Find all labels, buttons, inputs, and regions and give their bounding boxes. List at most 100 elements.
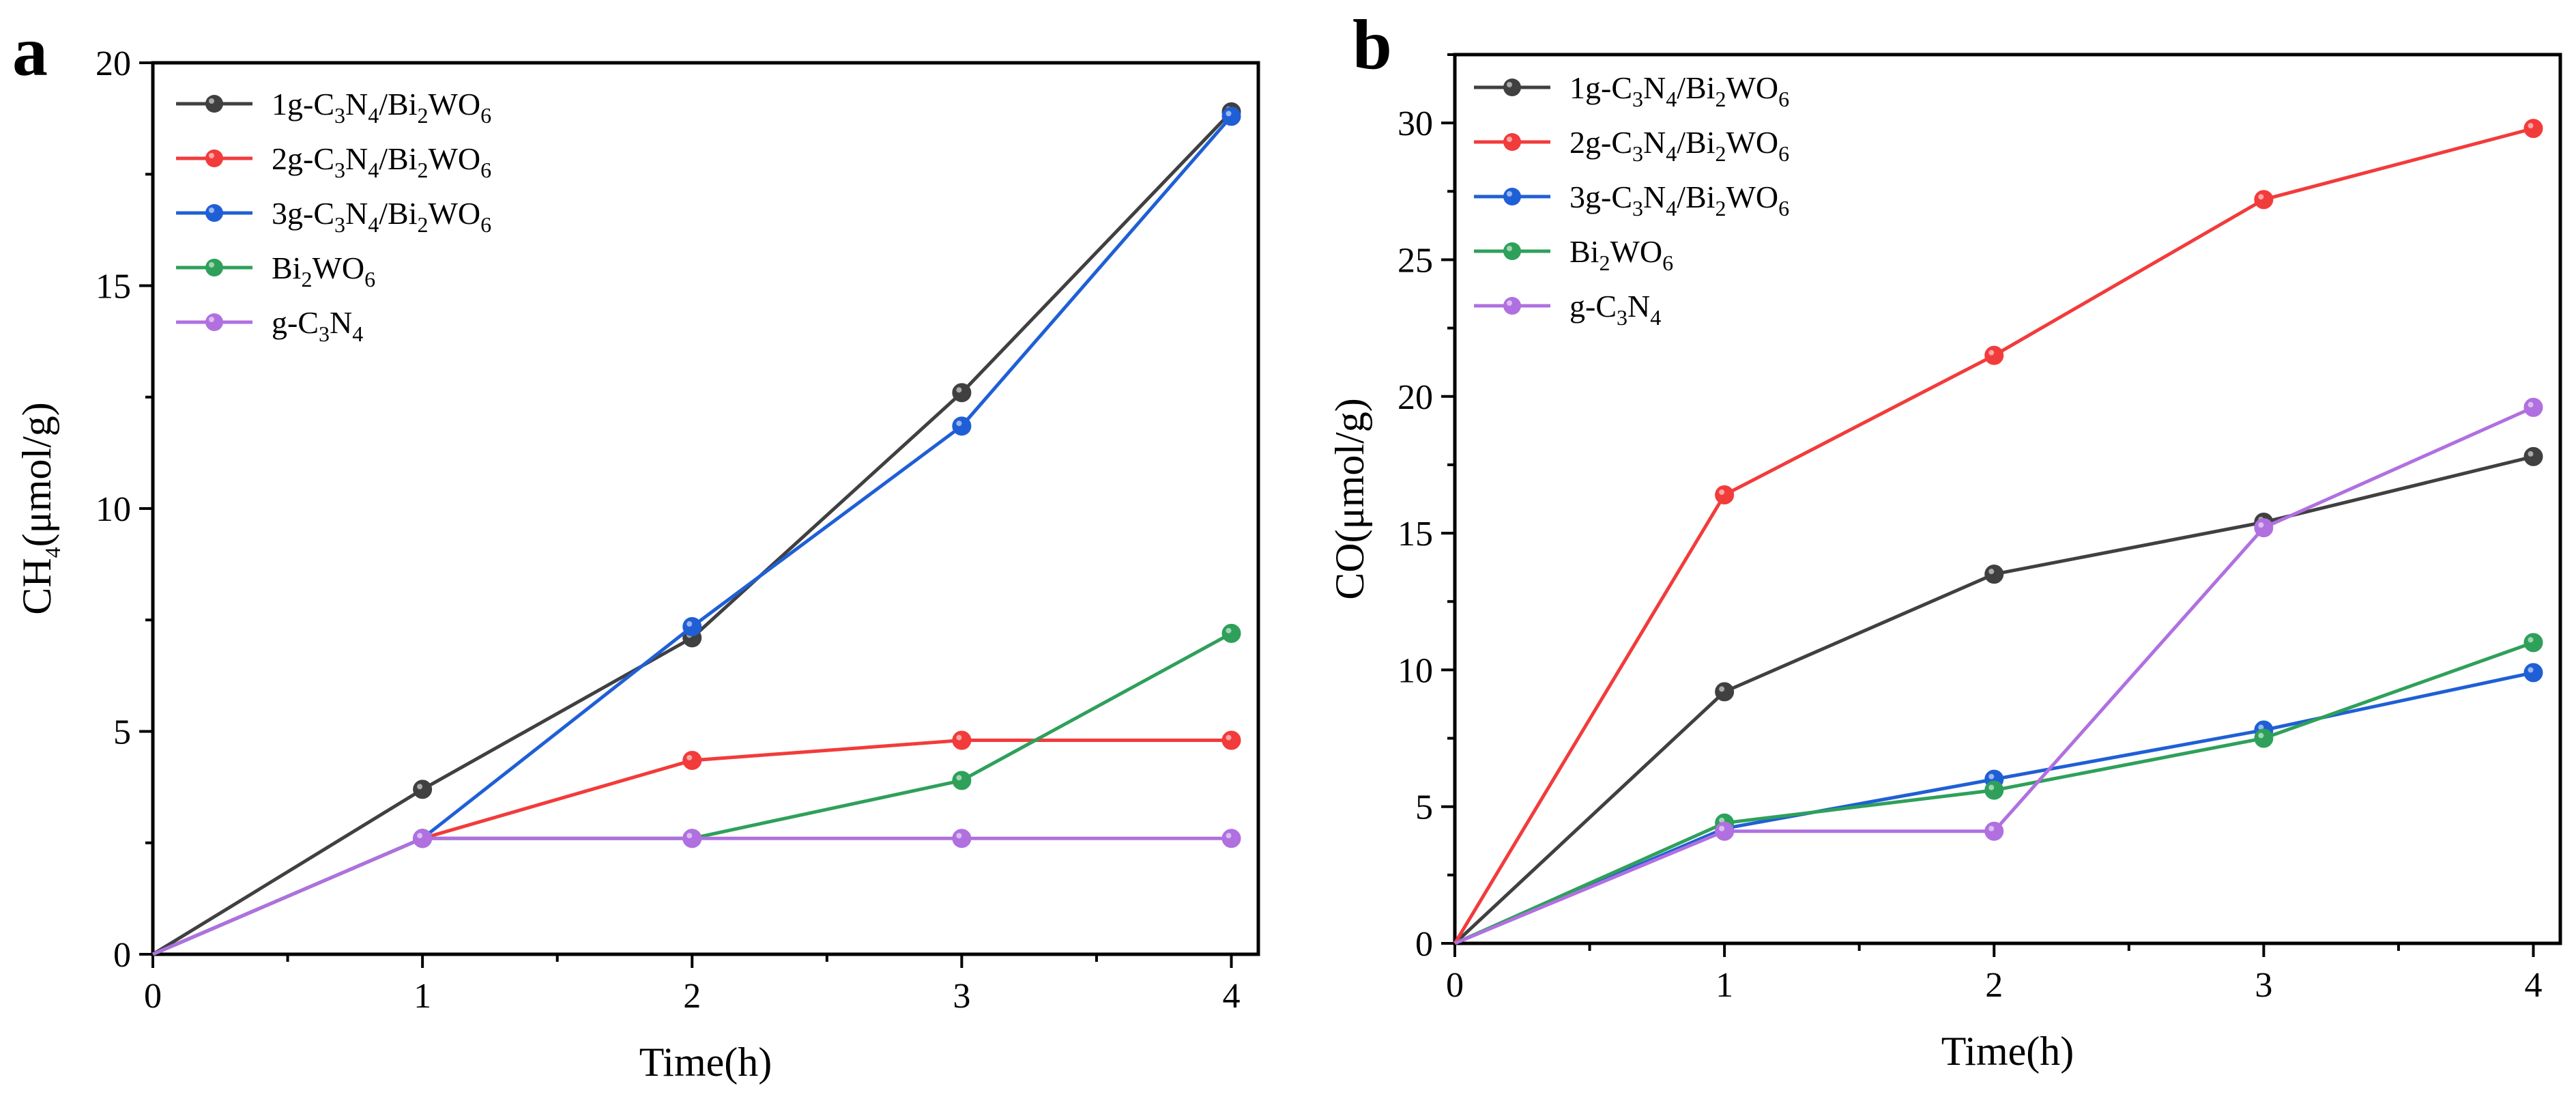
data-point-highlight — [956, 734, 962, 741]
legend: 1g-C3N4/Bi2WO6 2g-C3N4/Bi2WO6 3g-C3N4/Bi2W… — [176, 87, 491, 346]
data-point — [1715, 821, 1735, 841]
data-point-highlight — [1226, 111, 1232, 117]
data-point — [2523, 119, 2543, 139]
legend-label: 3g-C3N4/Bi2WO6 — [272, 196, 491, 237]
legend-item: 2g-C3N4/Bi2WO6 — [1474, 125, 1789, 166]
data-point — [1984, 345, 2004, 365]
data-point-highlight — [956, 775, 962, 781]
data-point — [2254, 190, 2274, 210]
legend-label: Bi2WO6 — [272, 251, 375, 291]
data-point-highlight — [1226, 833, 1232, 839]
series-bi2wo6 — [1453, 633, 2543, 945]
data-point — [1221, 730, 1241, 750]
data-point — [952, 829, 972, 848]
legend-swatch-marker — [205, 95, 223, 113]
legend-item: 1g-C3N4/Bi2WO6 — [176, 87, 491, 128]
series-3g-c3n4-bi2wo6 — [1454, 663, 2543, 945]
data-point — [1984, 565, 2004, 584]
data-point — [682, 750, 702, 770]
data-point-highlight — [956, 387, 962, 393]
y-axis-title: CH4(μmol/g) — [14, 402, 65, 615]
legend: 1g-C3N4/Bi2WO6 2g-C3N4/Bi2WO6 3g-C3N4/Bi2W… — [1474, 70, 1789, 330]
data-point — [2254, 728, 2274, 748]
y-axis: 0 5 10 15 20 25 30 — [1398, 53, 1455, 964]
y-tick-label: 0 — [113, 936, 131, 975]
legend-swatch-highlight — [209, 317, 214, 322]
legend-item: 1g-C3N4/Bi2WO6 — [1474, 70, 1789, 111]
y-tick-label: 30 — [1398, 104, 1433, 143]
y-tick-label: 0 — [1415, 925, 1433, 964]
legend-swatch-highlight — [1507, 246, 1512, 251]
legend-item: 2g-C3N4/Bi2WO6 — [176, 141, 491, 182]
data-point — [2523, 397, 2543, 417]
x-tick-label: 3 — [2255, 966, 2272, 1005]
y-tick-label: 5 — [113, 713, 131, 752]
data-point — [2523, 633, 2543, 653]
data-point-highlight — [2528, 401, 2534, 408]
legend-swatch-highlight — [209, 262, 214, 268]
x-tick-label: 1 — [414, 977, 431, 1016]
data-point — [952, 416, 972, 436]
legend-swatch-highlight — [209, 98, 214, 104]
data-point-highlight — [1719, 817, 1725, 823]
legend-swatch-marker — [205, 204, 223, 222]
chart-panel-b: b 0 1 2 3 4 0 5 10 15 20 25 30 Time(h) CO(μmol/g) 1g-C3… — [1327, 5, 2562, 1074]
data-point-highlight — [2258, 194, 2264, 200]
y-axis: 0 5 10 15 20 — [96, 44, 153, 975]
data-point — [413, 829, 433, 848]
series-g-c3n4 — [152, 829, 1241, 956]
legend-item: Bi2WO6 — [176, 251, 375, 291]
data-point-highlight — [956, 833, 962, 839]
x-tick-label: 4 — [1222, 977, 1240, 1016]
data-point-highlight — [1226, 734, 1232, 741]
legend-item: 3g-C3N4/Bi2WO6 — [176, 196, 491, 237]
data-point — [2523, 663, 2543, 683]
x-tick-label: 4 — [2524, 966, 2542, 1005]
series-g-c3n4 — [1454, 397, 2543, 945]
data-point-highlight — [1988, 784, 1995, 790]
data-point-highlight — [1988, 825, 1995, 831]
data-point-highlight — [2528, 451, 2534, 457]
data-point — [1221, 829, 1241, 848]
data-point-highlight — [417, 833, 423, 839]
y-tick-label: 25 — [1398, 241, 1433, 280]
legend-swatch-highlight — [1507, 137, 1512, 142]
data-point-highlight — [2258, 724, 2264, 730]
legend-label: 2g-C3N4/Bi2WO6 — [272, 141, 491, 182]
data-point — [682, 829, 702, 848]
legend-swatch-marker — [205, 149, 223, 167]
plot-frame — [1453, 53, 2562, 945]
legend-swatch-marker — [1503, 188, 1521, 205]
legend-swatch-marker — [1503, 133, 1521, 151]
y-tick-label: 10 — [1398, 651, 1433, 690]
x-tick-label: 1 — [1716, 966, 1733, 1005]
chart-panel-a: a 0 1 2 3 4 0 5 10 15 20 Time(h) CH4(μmol/g) 1g-C3N4/… — [12, 12, 1260, 1085]
data-point — [2254, 518, 2274, 538]
data-point-highlight — [686, 621, 693, 627]
data-point-highlight — [2258, 732, 2264, 739]
series-line — [151, 111, 1233, 956]
data-point — [1221, 623, 1241, 643]
legend-label: 2g-C3N4/Bi2WO6 — [1569, 125, 1789, 166]
x-axis-title: Time(h) — [639, 1040, 772, 1085]
x-tick-label: 0 — [144, 977, 162, 1016]
series-line — [1454, 670, 2534, 945]
data-point — [1221, 106, 1241, 126]
data-point-highlight — [1226, 627, 1232, 633]
legend-label: g-C3N4 — [272, 305, 363, 346]
y-tick-label: 10 — [96, 490, 131, 529]
series-line — [152, 631, 1232, 956]
legend-item: g-C3N4 — [176, 305, 363, 346]
data-point — [952, 730, 972, 750]
x-axis: 0 1 2 3 4 — [1446, 943, 2542, 1005]
x-axis: 0 1 2 3 4 — [144, 954, 1240, 1016]
x-tick-label: 2 — [683, 977, 701, 1016]
x-tick-label: 3 — [953, 977, 970, 1016]
y-tick-label: 5 — [1415, 788, 1433, 827]
series-2g-c3n4-bi2wo6 — [1453, 119, 2543, 945]
y-tick-label: 15 — [96, 268, 131, 306]
data-point — [2523, 446, 2543, 466]
data-point-highlight — [1988, 773, 1995, 780]
data-point-highlight — [1719, 825, 1725, 831]
